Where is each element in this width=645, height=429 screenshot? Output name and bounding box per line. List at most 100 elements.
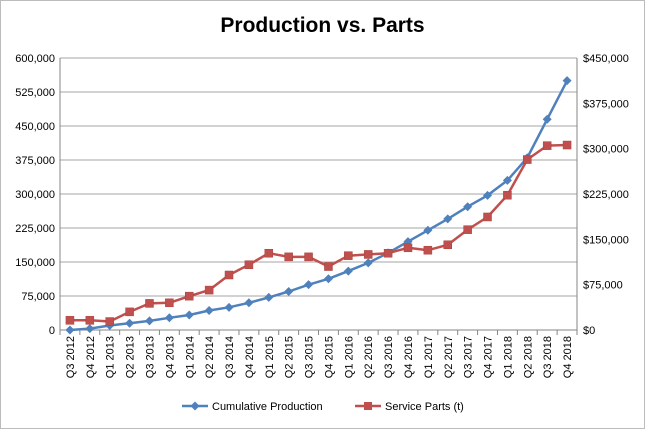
legend-label: Service Parts (t) (385, 401, 464, 413)
right-axis-tick-label: $375,000 (583, 98, 629, 110)
series-point (284, 252, 293, 262)
x-axis-tick-label: Q1 2017 (423, 336, 435, 378)
x-axis-tick-label: Q2 2013 (125, 336, 137, 378)
legend-label: Cumulative Production (212, 401, 323, 413)
x-axis-tick-label: Q3 2013 (144, 336, 156, 378)
series-point (184, 310, 194, 320)
left-axis-tick-label: 75,000 (21, 291, 55, 303)
series-point (343, 266, 353, 276)
x-axis-tick-label: Q1 2016 (343, 336, 355, 378)
right-axis-tick-label: $225,000 (583, 189, 629, 201)
x-axis-tick-label: Q4 2013 (164, 336, 176, 378)
series-point (502, 175, 512, 185)
x-axis-tick-label: Q4 2017 (483, 336, 495, 378)
series-point (483, 212, 492, 222)
x-axis-tick-label: Q2 2016 (363, 336, 375, 378)
series-point (224, 270, 234, 280)
series-point (542, 141, 552, 150)
x-axis-tick-label: Q1 2014 (184, 336, 196, 378)
series-point (443, 214, 453, 224)
series-point (562, 140, 572, 150)
left-axis-tick-label: 525,000 (15, 87, 55, 99)
left-axis-tick-label: 225,000 (15, 223, 55, 235)
series-line (69, 80, 569, 332)
series-point (204, 285, 214, 295)
series-point (85, 324, 95, 334)
left-axis-tick-label: 150,000 (15, 257, 55, 269)
x-axis-tick-label: Q1 2018 (502, 336, 514, 378)
right-axis-tick-label: $150,000 (583, 234, 629, 246)
x-axis-tick-label: Q4 2016 (403, 336, 415, 378)
chart-title: Production vs. Parts (220, 14, 425, 37)
series-point (264, 292, 274, 302)
plot-series (65, 76, 572, 335)
x-axis-tick-label: Q4 2012 (85, 336, 97, 378)
series-point (165, 298, 174, 308)
series-point (244, 260, 254, 269)
left-axis-tick-label: 600,000 (15, 53, 55, 65)
left-axis-tick-label: 300,000 (15, 189, 55, 201)
right-axis-tick-label: $300,000 (583, 144, 629, 156)
series-point (144, 316, 154, 326)
series-point (383, 248, 393, 258)
legend: Cumulative Production Service Parts (t) (182, 401, 464, 413)
x-axis-tick-label: Q3 2017 (463, 336, 475, 378)
series-point (542, 114, 552, 124)
series-point (363, 250, 373, 259)
x-axis-tick-label: Q3 2018 (542, 336, 554, 378)
series-point (244, 298, 254, 308)
series-point (562, 76, 572, 86)
series-point (463, 225, 472, 234)
x-axis-tick-label: Q1 2013 (105, 336, 117, 378)
x-axis-tick-label: Q2 2018 (522, 336, 534, 378)
series-point (185, 291, 194, 301)
series-point (443, 240, 452, 250)
x-axis-tick-label: Q4 2014 (244, 336, 256, 378)
series-point (65, 325, 75, 335)
x-axis-tick-label: Q3 2016 (383, 336, 395, 378)
series-point (324, 262, 333, 271)
left-axis-tick-label: 0 (49, 325, 55, 337)
series-point (483, 190, 493, 200)
series-point (145, 299, 154, 308)
x-axis-tick-label: Q3 2012 (65, 336, 77, 378)
series-point (85, 316, 95, 325)
series-point (304, 252, 313, 262)
series-point (125, 307, 134, 317)
series-point (204, 306, 214, 316)
gridlines (59, 57, 578, 335)
legend-marker (190, 401, 200, 411)
left-axis-tick-label: 375,000 (15, 155, 55, 167)
series-point (164, 313, 174, 323)
series-point (224, 302, 234, 312)
series-point (105, 317, 114, 326)
series-point (503, 190, 512, 200)
series-point (344, 251, 353, 260)
series-point (423, 245, 433, 255)
x-axis-tick-label: Q4 2015 (323, 336, 335, 378)
series-point (304, 280, 314, 290)
series-point (125, 318, 135, 328)
x-axis-tick-label: Q2 2015 (284, 336, 296, 378)
series-point (463, 202, 473, 212)
series-point (65, 316, 75, 325)
series-point (423, 225, 433, 235)
x-axis-tick-label: Q1 2015 (264, 336, 276, 378)
x-axis-tick-label: Q4 2018 (562, 336, 574, 378)
legend-marker (364, 402, 372, 410)
right-axis-tick-label: $75,000 (583, 280, 623, 292)
x-axis-tick-label: Q2 2017 (443, 336, 455, 378)
right-axis-tick-label: $450,000 (583, 53, 629, 65)
series-point (403, 243, 413, 253)
series-line (69, 143, 568, 323)
right-axis-tick-labels: $0 $75,000 $150,000 $225,000 $300,000 $375,00… (583, 53, 629, 337)
x-axis-tick-label: Q2 2014 (204, 336, 216, 378)
series-point (323, 274, 333, 284)
series-point (284, 286, 294, 296)
x-axis-tick-labels: Q3 2012 Q4 2012 Q1 2013 Q2 2013 Q3 2013 Q4 20… (65, 336, 574, 378)
series-point (523, 155, 532, 164)
x-axis-tick-label: Q3 2015 (304, 336, 316, 378)
series-point (264, 248, 274, 258)
